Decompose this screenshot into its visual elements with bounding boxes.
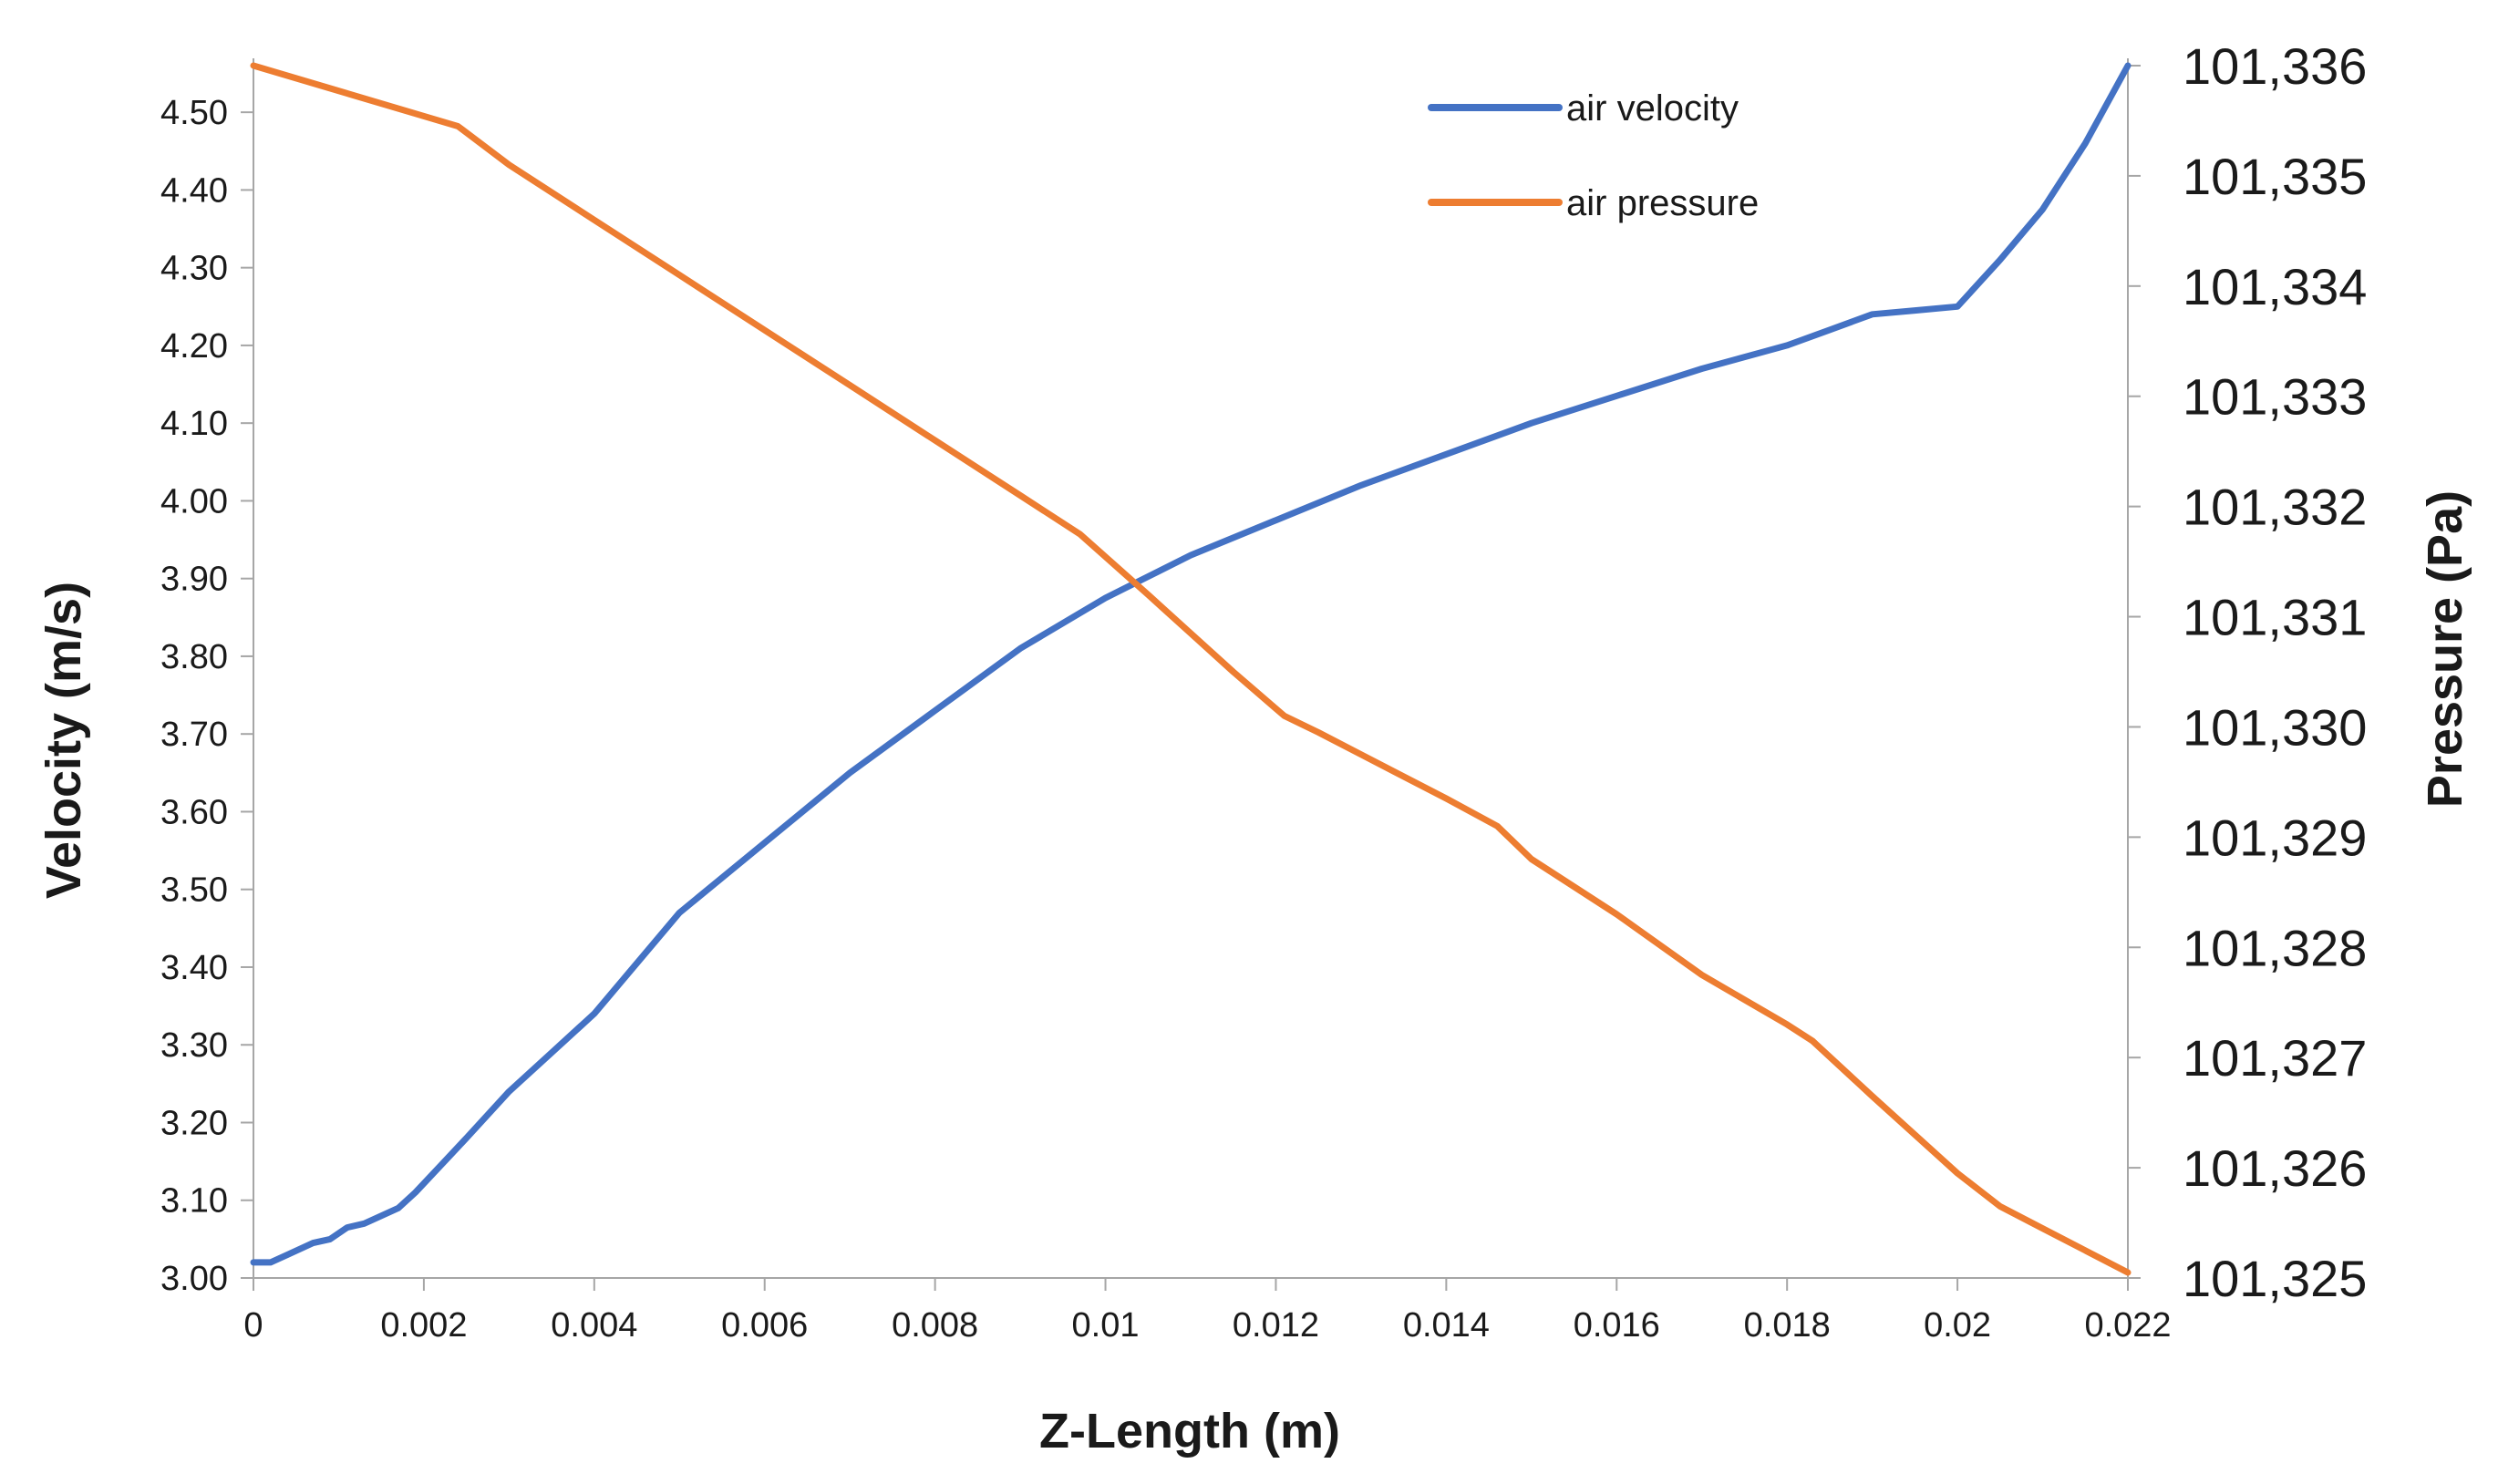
x-tick-label: 0.02 [1924,1306,1991,1345]
y-tick-label: 3.10 [160,1182,228,1221]
y2-tick-label: 101,334 [2183,258,2367,315]
y2-tick-label: 101,326 [2183,1139,2367,1197]
y-tick-label: 3.40 [160,949,228,987]
y-tick-label: 3.50 [160,871,228,910]
y-tick-label: 4.20 [160,327,228,366]
x-tick-label: 0.022 [2084,1306,2171,1345]
x-tick-label: 0.006 [721,1306,808,1345]
axes: 0 0.002 0.004 0.006 0.008 0.01 0.012 0.014 0.016… [160,37,2367,1345]
y2-tick-label: 101,331 [2183,589,2367,646]
x-tick-label: 0.012 [1233,1306,1319,1345]
y-tick-label: 3.20 [160,1104,228,1142]
x-tick-label: 0.01 [1072,1306,1140,1345]
x-tick-label: 0.008 [892,1306,978,1345]
y2-tick-label: 101,330 [2183,698,2367,756]
y2-tick-label: 101,332 [2183,479,2367,536]
y-tick-label: 3.70 [160,716,228,754]
x-tick-label: 0.016 [1574,1306,1660,1345]
x-tick-label: 0.004 [551,1306,637,1345]
y2-tick-label: 101,327 [2183,1029,2367,1087]
x-tick-label: 0.014 [1403,1306,1490,1345]
legend-label-air-pressure: air pressure [1566,183,1759,223]
x-axis-title: Z-Length (m) [1039,1404,1340,1458]
legend: air velocity air pressure [1428,88,1759,223]
y-tick-label: 4.10 [160,405,228,443]
x-tick-label: 0.018 [1744,1306,1831,1345]
series-line-air-velocity [250,62,2132,1266]
y-tick-label: 3.00 [160,1260,228,1298]
y2-tick-label: 101,328 [2183,919,2367,976]
y-tick-label: 3.60 [160,793,228,831]
y-axis-title: Velocity (m/s) [36,582,91,899]
y-tick-label: 4.30 [160,250,228,288]
series-group [250,62,2132,1276]
y2-tick-label: 101,336 [2183,37,2367,95]
legend-label-air-velocity: air velocity [1566,88,1739,129]
y2-tick-label: 101,329 [2183,809,2367,866]
y-tick-label: 4.40 [160,171,228,210]
x-tick-label: 0 [243,1306,263,1345]
series-line-air-pressure [250,62,2132,1276]
y-tick-label: 3.90 [160,561,228,599]
y2-tick-label: 101,335 [2183,148,2367,205]
y2-tick-label: 101,325 [2183,1250,2367,1307]
x-tick-label: 0.002 [380,1306,467,1345]
y-tick-label: 4.50 [160,94,228,132]
y-tick-label: 3.30 [160,1026,228,1065]
y-tick-label: 3.80 [160,638,228,676]
y2-tick-label: 101,333 [2183,368,2367,426]
y-tick-label: 4.00 [160,482,228,520]
y2-axis-title: Pressure (Pa) [2418,490,2472,808]
